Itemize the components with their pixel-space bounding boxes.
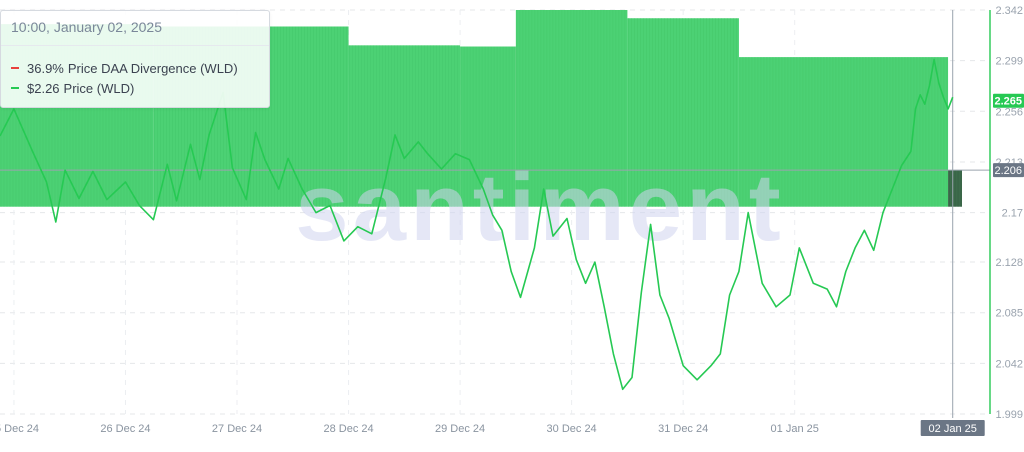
divergence-legend-dash [11, 66, 19, 69]
y-tick-label: 2.17 [1002, 208, 1023, 220]
tooltip-row-price: $2.26 Price (WLD) [11, 81, 134, 96]
divergence-bar [348, 45, 461, 207]
y-tick-label: 2.085 [995, 308, 1023, 320]
crosshair-date-text: 02 Jan 25 [929, 423, 977, 435]
x-tick-label: 29 Dec 24 [435, 423, 485, 435]
tooltip-row-divergence: 36.9% Price DAA Divergence (WLD) [11, 61, 238, 76]
tooltip-date: 10:00, January 02, 2025 [11, 19, 163, 35]
tooltip-divergence-label: Price DAA Divergence (WLD) [67, 61, 238, 76]
watermark: santiment [295, 154, 784, 261]
tooltip-panel: 10:00, January 02, 2025 36.9% Price DAA D… [0, 10, 270, 108]
tooltip-price-value: $2.26 [27, 81, 60, 96]
crosshair-value-text: 2.206 [994, 165, 1022, 177]
x-tick-label: 27 Dec 24 [212, 423, 262, 435]
x-tick-label: 31 Dec 24 [658, 423, 708, 435]
x-tick-label: 26 Dec 24 [100, 423, 150, 435]
y-tick-label: 1.999 [995, 409, 1023, 421]
divergence-bar [627, 18, 739, 207]
y-tick-label: 2.299 [995, 56, 1023, 68]
tooltip-divider [1, 45, 269, 46]
crosshair-value-badge [993, 163, 1024, 178]
x-tick-label: 25 Dec 24 [0, 423, 39, 435]
y-tick-label: 2.042 [995, 358, 1023, 370]
crosshair-date-badge [920, 420, 985, 436]
x-tick-label: 01 Jan 25 [771, 423, 819, 435]
divergence-bar [515, 10, 628, 207]
x-tick-label: 30 Dec 24 [547, 423, 597, 435]
y-tick-label: 2.342 [995, 5, 1023, 17]
x-tick-label: 28 Dec 24 [323, 423, 373, 435]
price-label-badge [993, 93, 1024, 108]
price-line [0, 58, 954, 391]
y-tick-label: 2.256 [995, 106, 1023, 118]
tooltip-price-label: Price (WLD) [63, 81, 135, 96]
price-label-text: 2.265 [994, 96, 1022, 108]
tooltip-divergence-value: 36.9% [27, 61, 64, 76]
y-tick-label: 2.128 [995, 257, 1023, 269]
price-legend-dash [11, 86, 19, 89]
